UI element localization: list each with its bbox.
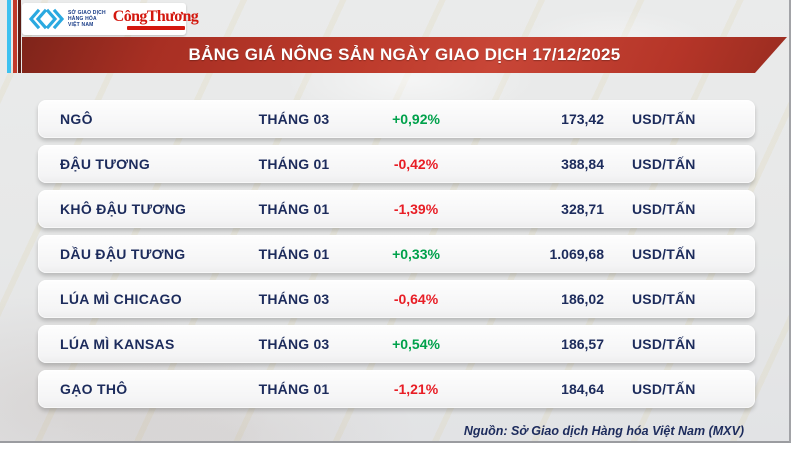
contract-month: THÁNG 01: [258, 156, 330, 172]
price-row: GẠO THÔ THÁNG 01 -1,21% 184,64 USD/TẤN: [38, 370, 755, 408]
commodity-name: NGÔ: [60, 111, 93, 127]
contract-month: THÁNG 01: [258, 246, 330, 262]
price-unit: USD/TẤN: [632, 336, 696, 352]
congthuong-wordmark: CôngThương: [112, 7, 199, 25]
accent-stripe-cyan: [7, 0, 11, 73]
logo-box: SỞ GIAO DỊCH HÀNG HÓA VIỆT NAM CôngThươn…: [22, 3, 199, 35]
percent-change: -1,21%: [393, 381, 439, 397]
price-row: ĐẬU TƯƠNG THÁNG 01 -0,42% 388,84 USD/TẤN: [38, 145, 755, 183]
price-row: LÚA MÌ KANSAS THÁNG 03 +0,54% 186,57 USD…: [38, 325, 755, 363]
price-row: KHÔ ĐẬU TƯƠNG THÁNG 01 -1,39% 328,71 USD…: [38, 190, 755, 228]
price-value: 186,02: [561, 291, 604, 307]
price-value: 1.069,68: [549, 246, 605, 262]
commodity-name: LÚA MÌ CHICAGO: [60, 291, 182, 307]
percent-change: +0,92%: [392, 111, 440, 127]
price-unit: USD/TẤN: [632, 156, 696, 172]
price-value: 173,42: [561, 111, 604, 127]
price-unit: USD/TẤN: [632, 291, 696, 307]
price-unit: USD/TẤN: [632, 111, 696, 127]
percent-change: +0,54%: [392, 336, 440, 352]
percent-change: -0,64%: [393, 291, 439, 307]
price-row: NGÔ THÁNG 03 +0,92% 173,42 USD/TẤN: [38, 100, 755, 138]
price-value: 184,64: [561, 381, 604, 397]
source-credit: Nguồn: Sở Giao dịch Hàng hóa Việt Nam (M…: [463, 424, 744, 438]
title-banner: BẢNG GIÁ NÔNG SẢN NGÀY GIAO DỊCH 17/12/2…: [22, 37, 787, 73]
commodity-name: DẦU ĐẬU TƯƠNG: [60, 246, 186, 262]
page-title: BẢNG GIÁ NÔNG SẢN NGÀY GIAO DỊCH 17/12/2…: [188, 45, 621, 64]
price-board-card: SỞ GIAO DỊCH HÀNG HÓA VIỆT NAM CôngThươn…: [0, 0, 791, 443]
price-table: NGÔ THÁNG 03 +0,92% 173,42 USD/TẤN ĐẬU T…: [38, 100, 755, 415]
price-row: LÚA MÌ CHICAGO THÁNG 03 -0,64% 186,02 US…: [38, 280, 755, 318]
percent-change: +0,33%: [392, 246, 440, 262]
commodity-name: GẠO THÔ: [60, 381, 128, 397]
congthuong-tagline-bar: [126, 25, 185, 30]
mxv-logo-text: SỞ GIAO DỊCH HÀNG HÓA VIỆT NAM: [68, 9, 106, 29]
accent-stripe-red: [13, 0, 17, 73]
commodity-name: KHÔ ĐẬU TƯƠNG: [60, 201, 187, 217]
price-value: 328,71: [561, 201, 604, 217]
price-unit: USD/TẤN: [632, 201, 696, 217]
contract-month: THÁNG 01: [258, 381, 330, 397]
price-unit: USD/TẤN: [632, 246, 696, 262]
price-unit: USD/TẤN: [632, 381, 696, 397]
contract-month: THÁNG 03: [258, 336, 330, 352]
mxv-chevrons-icon: [28, 8, 64, 30]
percent-change: -1,39%: [393, 201, 439, 217]
contract-month: THÁNG 03: [258, 111, 330, 127]
contract-month: THÁNG 01: [258, 201, 330, 217]
percent-change: -0,42%: [393, 156, 439, 172]
price-row: DẦU ĐẬU TƯƠNG THÁNG 01 +0,33% 1.069,68 U…: [38, 235, 755, 273]
price-value: 388,84: [561, 156, 604, 172]
congthuong-logo: CôngThương: [112, 7, 199, 30]
accent-stripe-maroon: [18, 0, 21, 73]
commodity-name: LÚA MÌ KANSAS: [60, 336, 175, 352]
contract-month: THÁNG 03: [258, 291, 330, 307]
price-value: 186,57: [561, 336, 604, 352]
commodity-name: ĐẬU TƯƠNG: [60, 156, 151, 172]
